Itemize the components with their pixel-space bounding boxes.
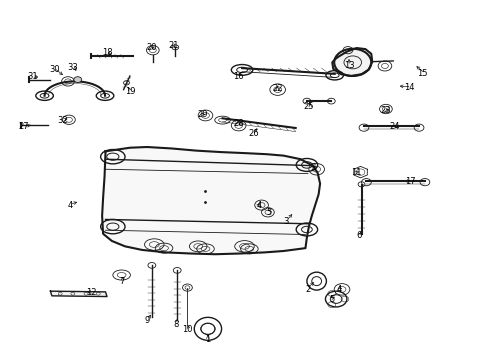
Text: 4: 4 <box>256 201 261 210</box>
Text: 2: 2 <box>305 285 310 294</box>
Text: 31: 31 <box>27 72 38 81</box>
Text: 11: 11 <box>351 168 361 177</box>
Text: 19: 19 <box>124 86 135 95</box>
Text: 24: 24 <box>388 122 399 131</box>
Text: 5: 5 <box>329 294 334 303</box>
Text: 26: 26 <box>247 129 258 138</box>
Text: 6: 6 <box>356 231 361 240</box>
Text: 32: 32 <box>58 116 68 125</box>
Text: 8: 8 <box>173 320 179 329</box>
Text: 21: 21 <box>168 41 179 50</box>
Text: 10: 10 <box>182 325 192 334</box>
Text: 23: 23 <box>380 105 390 114</box>
Text: 4: 4 <box>68 201 73 210</box>
Text: 3: 3 <box>283 217 288 226</box>
Text: 18: 18 <box>102 48 112 57</box>
Text: 25: 25 <box>303 102 313 111</box>
Text: 30: 30 <box>49 65 60 74</box>
Text: 5: 5 <box>265 208 271 217</box>
Text: 22: 22 <box>272 84 283 93</box>
Text: 28: 28 <box>233 119 244 128</box>
Text: 27: 27 <box>19 122 29 131</box>
Polygon shape <box>50 291 107 297</box>
Text: 14: 14 <box>403 83 414 92</box>
Circle shape <box>74 77 81 82</box>
Text: 17: 17 <box>404 177 415 186</box>
Text: 33: 33 <box>67 63 78 72</box>
Text: 7: 7 <box>119 276 124 285</box>
Text: 29: 29 <box>198 110 208 119</box>
Text: 16: 16 <box>233 72 244 81</box>
Text: 4: 4 <box>336 285 342 294</box>
Text: 12: 12 <box>85 288 96 297</box>
Text: 20: 20 <box>146 43 157 52</box>
Text: 9: 9 <box>144 316 149 325</box>
Text: 1: 1 <box>205 335 210 344</box>
Text: 3: 3 <box>309 163 315 172</box>
Polygon shape <box>331 48 371 76</box>
Text: 13: 13 <box>344 61 354 70</box>
Text: 15: 15 <box>416 69 427 78</box>
Polygon shape <box>102 147 320 254</box>
